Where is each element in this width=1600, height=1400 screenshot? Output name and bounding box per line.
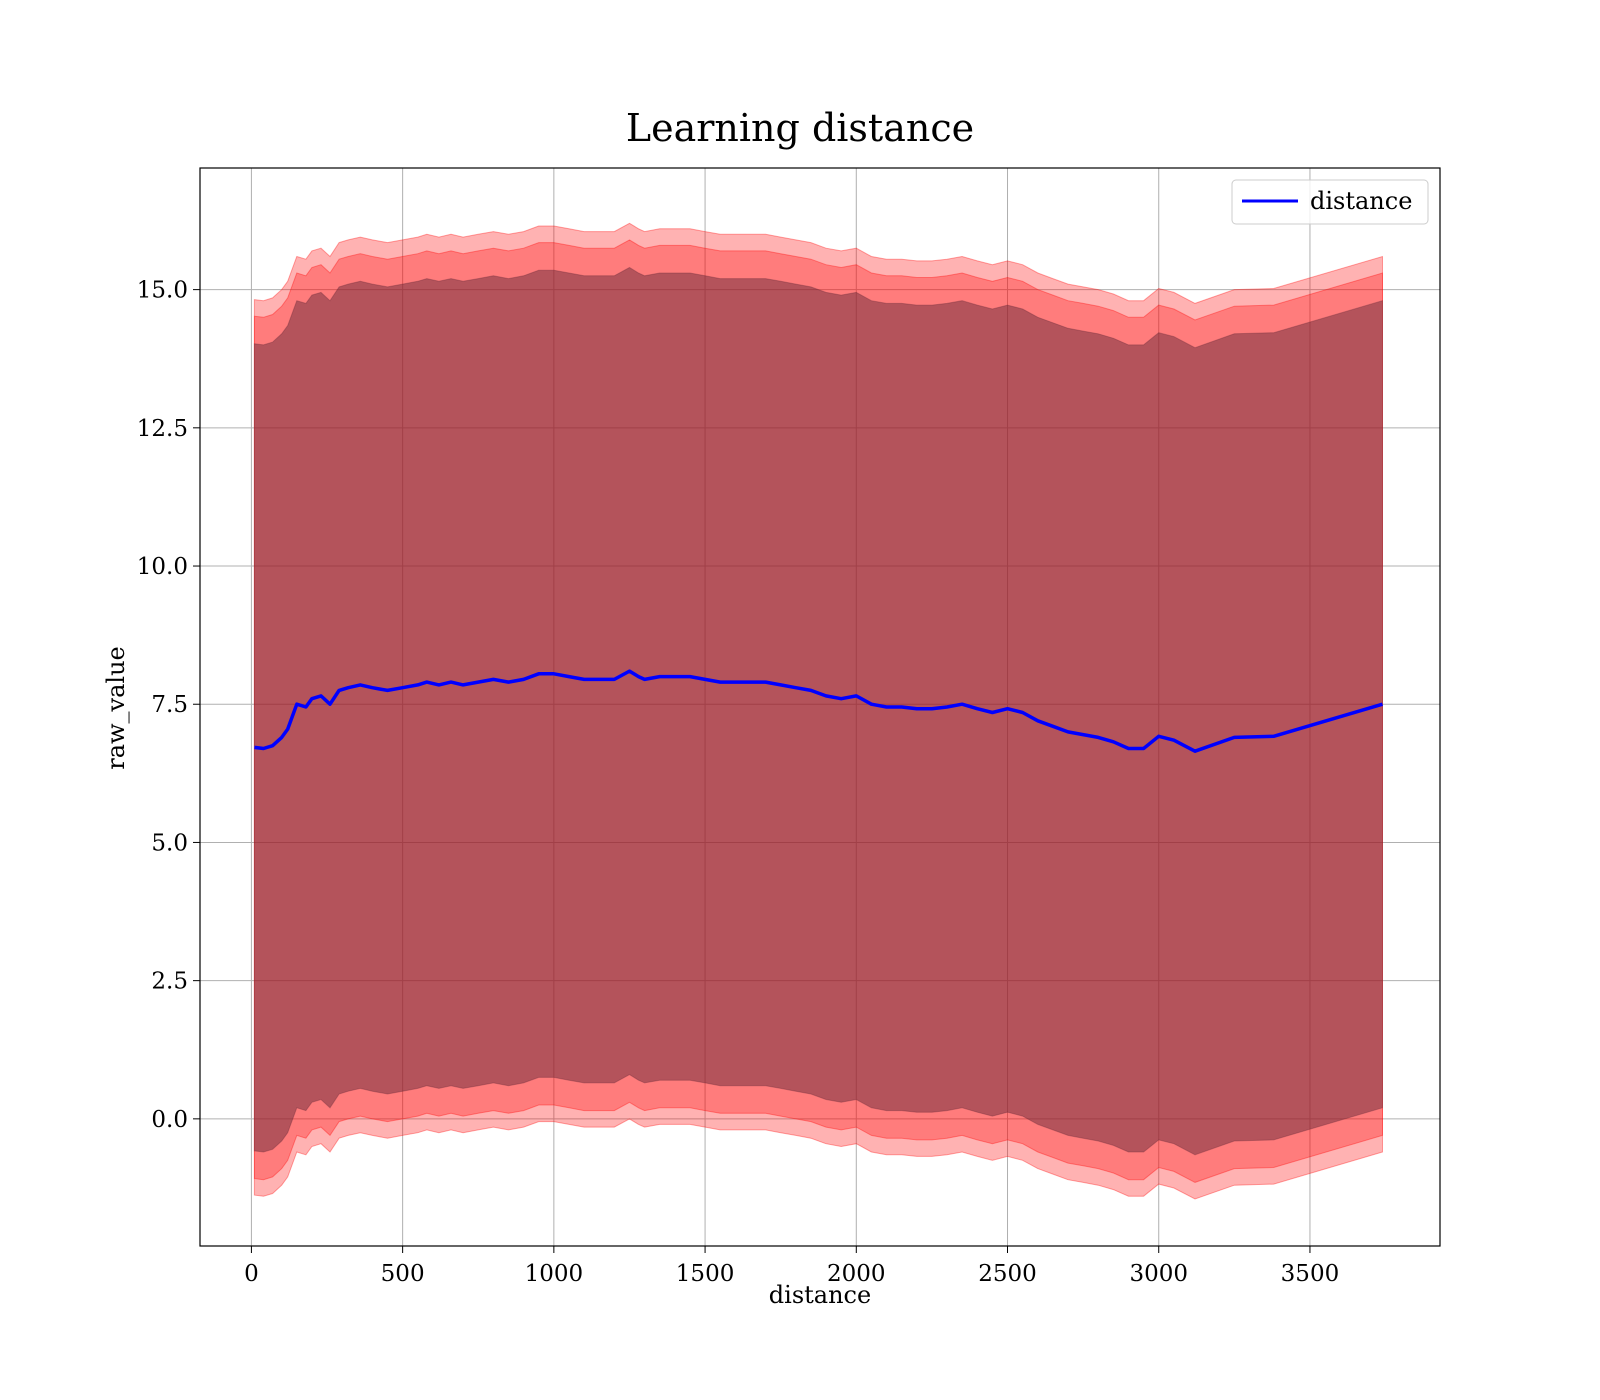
- y-tick-label-6: 15.0: [137, 278, 188, 304]
- plot-area-frame: [199, 167, 1441, 1247]
- y-tick-label-2: 5.0: [151, 830, 188, 856]
- x-tick-label-2: 1000: [525, 1261, 584, 1287]
- x-tick-label-6: 3000: [1129, 1261, 1188, 1287]
- y-tick-label-3: 7.5: [151, 692, 188, 718]
- y-tick-label-4: 10.0: [137, 554, 188, 580]
- chart-title: Learning distance: [626, 106, 974, 150]
- confidence-bands: [253, 222, 1383, 1200]
- series-line-distance: [254, 669, 1383, 753]
- legend-label-distance: distance: [1310, 187, 1412, 215]
- legend: distance: [1231, 179, 1429, 225]
- x-tick-label-0: 0: [244, 1261, 259, 1287]
- x-tick-label-4: 2000: [827, 1261, 886, 1287]
- y-tick-label-1: 2.5: [151, 969, 188, 995]
- y-axis-label: raw_value: [102, 646, 130, 770]
- axis-ticks: 0 500 1000 1500 2000 2500 3000 3500 0.0 2.5 5.0 7.5…: [137, 278, 1339, 1287]
- x-tick-label-3: 1500: [676, 1261, 735, 1287]
- legend-box: [1231, 179, 1429, 225]
- x-tick-label-5: 2500: [978, 1261, 1037, 1287]
- band-inner: [253, 266, 1383, 1156]
- series-lines: [254, 669, 1383, 753]
- x-tick-label-7: 3500: [1281, 1261, 1340, 1287]
- x-tick-label-1: 500: [381, 1261, 425, 1287]
- y-tick-label-0: 0.0: [151, 1107, 188, 1133]
- y-tick-label-5: 12.5: [137, 416, 188, 442]
- x-axis-label: distance: [769, 1281, 871, 1309]
